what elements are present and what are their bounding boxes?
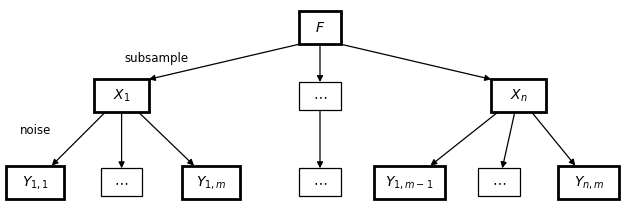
Text: $\cdots$: $\cdots$: [313, 89, 327, 103]
Text: $\cdots$: $\cdots$: [115, 175, 129, 189]
FancyBboxPatch shape: [374, 166, 445, 199]
FancyBboxPatch shape: [492, 79, 545, 112]
FancyBboxPatch shape: [300, 11, 340, 44]
Text: $F$: $F$: [315, 21, 325, 35]
FancyBboxPatch shape: [182, 166, 240, 199]
Text: subsample: subsample: [125, 52, 189, 65]
Text: $Y_{1,m-1}$: $Y_{1,m-1}$: [385, 174, 434, 191]
FancyBboxPatch shape: [300, 82, 340, 110]
FancyBboxPatch shape: [95, 79, 148, 112]
Text: $Y_{n,m}$: $Y_{n,m}$: [573, 174, 604, 191]
Text: $\cdots$: $\cdots$: [313, 175, 327, 189]
FancyBboxPatch shape: [479, 168, 520, 196]
FancyBboxPatch shape: [300, 168, 340, 196]
Text: $X_1$: $X_1$: [113, 88, 131, 104]
FancyBboxPatch shape: [559, 166, 620, 199]
Text: $X_n$: $X_n$: [509, 88, 527, 104]
FancyBboxPatch shape: [6, 166, 64, 199]
Text: $\cdots$: $\cdots$: [492, 175, 506, 189]
Text: $Y_{1,m}$: $Y_{1,m}$: [196, 174, 227, 191]
Text: $Y_{1,1}$: $Y_{1,1}$: [22, 174, 49, 191]
FancyBboxPatch shape: [101, 168, 143, 196]
Text: noise: noise: [20, 124, 51, 138]
